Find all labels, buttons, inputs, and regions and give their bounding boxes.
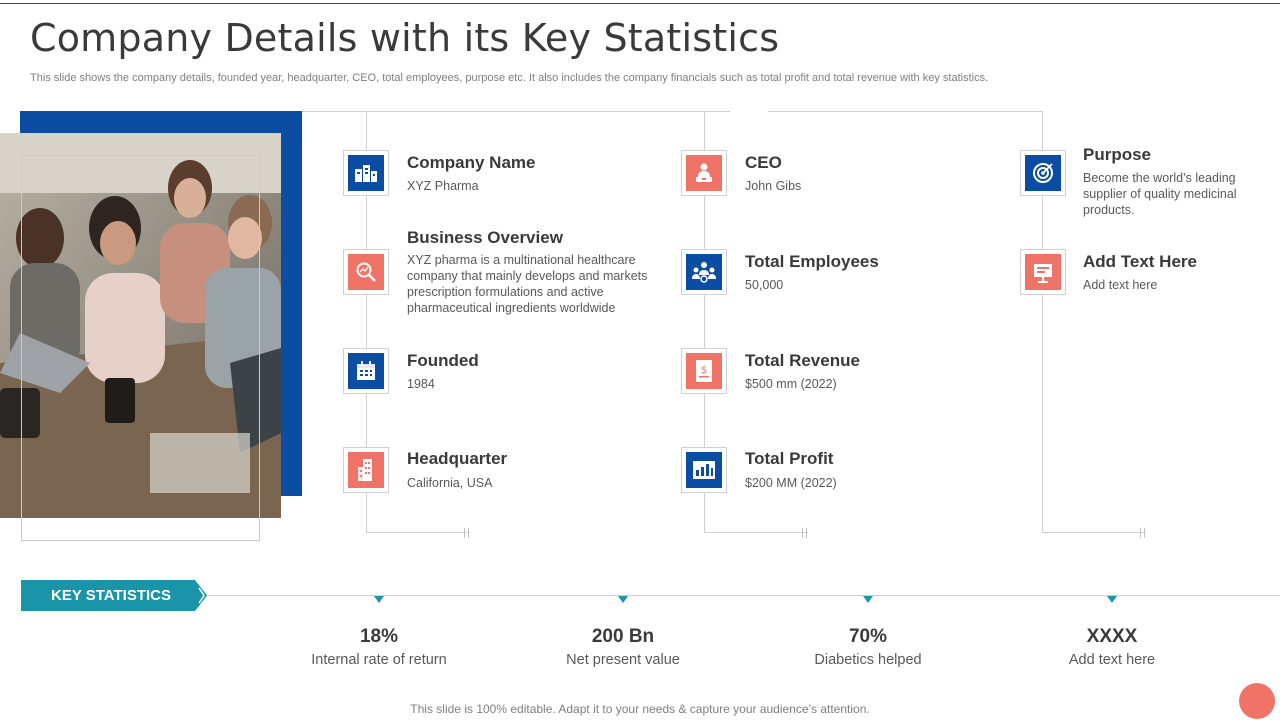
stat-label-custom: Add text here: [1068, 652, 1156, 668]
stat-value-diabetics: 70%: [848, 626, 888, 647]
headquarter-icon-box: [343, 447, 389, 493]
magnifier-icon: [348, 254, 384, 290]
photo-frame: [21, 155, 260, 541]
svg-text:$: $: [701, 365, 707, 376]
decorative-dot: [1239, 683, 1275, 719]
headquarter-title: Headquarter: [407, 449, 508, 468]
total-profit-title: Total Profit: [745, 449, 834, 468]
total-revenue-icon-box: $: [681, 348, 727, 394]
column1-line: [366, 111, 367, 533]
stat-label-diabetics: Diabetics helped: [814, 652, 922, 668]
column2-line: [704, 111, 705, 533]
total-revenue-text: $500 mm (2022): [745, 377, 837, 391]
business-overview-icon-box: [343, 249, 389, 295]
stat-value-npv: 200 Bn: [591, 626, 655, 647]
key-statistics-label: KEY STATISTICS: [50, 587, 171, 604]
founded-text: 1984: [407, 377, 435, 391]
top-line-right: [768, 111, 1043, 112]
stat-value-custom: XXXX: [1086, 626, 1138, 647]
ceo-text: John Gibs: [745, 179, 802, 193]
stat-label-irr: Internal rate of return: [311, 652, 447, 668]
stat-marker: [1107, 596, 1117, 603]
business-overview-text: XYZ pharma is a multinational healthcare…: [407, 253, 648, 315]
founded-icon-box: [343, 348, 389, 394]
dollar-document-icon: $: [686, 353, 722, 389]
page-subtitle: This slide shows the company details, fo…: [30, 72, 989, 84]
column1-base: [366, 532, 470, 533]
column2-base: [704, 532, 808, 533]
purpose-title: Purpose: [1083, 145, 1152, 164]
stat-marker: [374, 596, 384, 603]
column3-line: [1042, 111, 1043, 533]
company-name-title: Company Name: [407, 153, 536, 172]
top-line: [302, 111, 730, 112]
target-icon: [1025, 155, 1061, 191]
total-profit-text: $200 MM (2022): [745, 476, 837, 490]
team-icon: [686, 254, 722, 290]
footer-note: This slide is 100% editable. Adapt it to…: [410, 702, 870, 716]
business-overview-title: Business Overview: [407, 228, 563, 247]
key-statistics-banner: [21, 580, 207, 611]
add-text-title: Add Text Here: [1083, 252, 1197, 271]
stat-marker: [863, 596, 873, 603]
key-statistics-line: [200, 595, 1280, 596]
purpose-icon-box: [1020, 150, 1066, 196]
founded-title: Founded: [407, 351, 479, 370]
stat-value-irr: 18%: [359, 626, 399, 647]
add-text-icon-box: [1020, 249, 1066, 295]
headquarter-text: California, USA: [407, 476, 493, 490]
calendar-icon: [348, 353, 384, 389]
company-name-icon-box: [343, 150, 389, 196]
total-revenue-title: Total Revenue: [745, 351, 860, 370]
building-icon: [348, 155, 384, 191]
stat-label-npv: Net present value: [566, 652, 680, 668]
purpose-text: Become the world’s leading supplier of q…: [1083, 171, 1237, 217]
total-employees-icon-box: [681, 249, 727, 295]
total-employees-text: 50,000: [745, 278, 784, 292]
ceo-icon-box: [681, 150, 727, 196]
total-profit-icon-box: [681, 447, 727, 493]
office-building-icon: [348, 452, 384, 488]
stat-marker: [618, 596, 628, 603]
finance-report-icon: [686, 452, 722, 488]
company-name-text: XYZ Pharma: [407, 179, 479, 193]
ceo-title: CEO: [745, 153, 782, 172]
top-rule: [0, 3, 1280, 4]
add-text-text: Add text here: [1083, 278, 1158, 292]
person-at-desk-icon: [686, 155, 722, 191]
team-meeting-photo: [0, 133, 281, 518]
page-title: Company Details with its Key Statistics: [30, 16, 780, 60]
column3-base: [1042, 532, 1146, 533]
total-employees-title: Total Employees: [745, 252, 879, 271]
presentation-icon: [1025, 254, 1061, 290]
